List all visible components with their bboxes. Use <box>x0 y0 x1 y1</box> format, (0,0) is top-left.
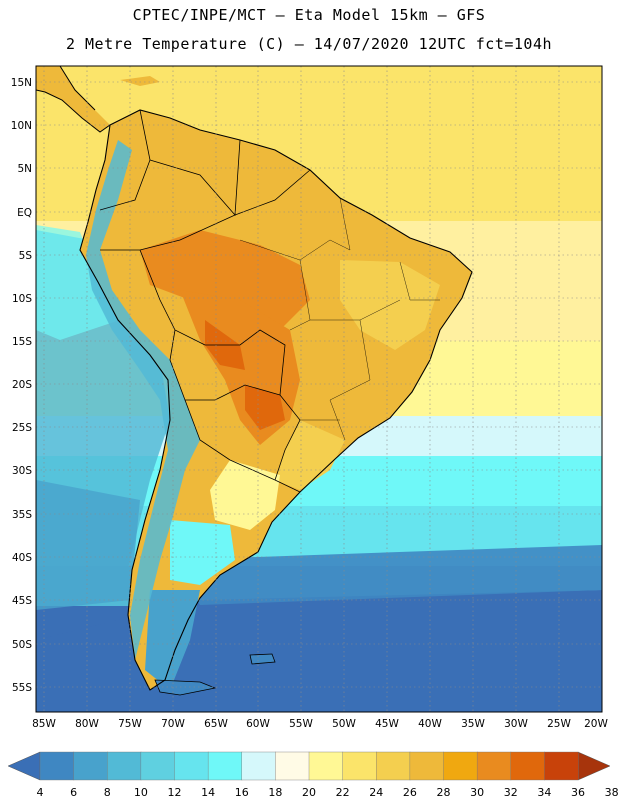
south-pacific-deep <box>36 480 140 610</box>
lon-tick-label: 50W <box>332 718 356 730</box>
lat-tick-label: 40S <box>12 552 32 564</box>
lon-tick-label: 40W <box>418 718 442 730</box>
pampas-mild-zone <box>210 460 280 530</box>
colorbar-swatch <box>544 751 579 781</box>
subantarctic-band <box>170 545 602 605</box>
amazon-hot-zone <box>140 230 310 330</box>
lon-tick-label: 55W <box>289 718 313 730</box>
lon-tick-label: 60W <box>246 718 270 730</box>
colorbar-label: 16 <box>235 786 249 799</box>
lat-tick-label: 55S <box>12 682 32 694</box>
colorbar-label: 30 <box>470 786 484 799</box>
colorbar-label: 14 <box>201 786 215 799</box>
colorbar-label: 8 <box>104 786 111 799</box>
colorbar-label: 4 <box>37 786 44 799</box>
colorbar-label: 32 <box>504 786 518 799</box>
lat-tick-label: 10N <box>11 120 32 132</box>
lon-tick-label: 65W <box>204 718 228 730</box>
lat-tick-label: 5N <box>17 163 32 175</box>
central-america-coast <box>36 66 111 133</box>
lat-tick-label: 30S <box>12 465 32 477</box>
colorbar-label: 38 <box>605 786 618 799</box>
colorbar-label: 28 <box>437 786 451 799</box>
lon-tick-label: 70W <box>161 718 185 730</box>
falkland-islands <box>249 653 276 665</box>
colorbar-label: 20 <box>302 786 316 799</box>
colorbar-swatch <box>275 751 310 781</box>
colorbar-swatch <box>409 751 445 781</box>
colorbar-swatch <box>241 751 276 781</box>
lat-tick-label: 15S <box>12 336 32 348</box>
lat-tick-label: 45S <box>12 595 32 607</box>
colorbar-label: 34 <box>537 786 551 799</box>
lon-tick-label: 35W <box>461 718 485 730</box>
colorbar-swatch <box>510 751 545 781</box>
colorbar: 4 6 8 10 12 14 16 18 20 22 24 26 28 30 32 34 36 38 <box>7 751 618 799</box>
colorbar-label: 24 <box>369 786 383 799</box>
paraguay-hot-zone <box>245 385 285 430</box>
title-line-2: 2 Metre Temperature (C) – 14/07/2020 12U… <box>65 35 553 53</box>
longitude-axis: 85W 80W 75W 70W 65W 60W 55W 50W 45W 40W … <box>32 718 608 730</box>
colorbar-swatch <box>73 751 108 781</box>
title-line-1: CPTEC/INPE/MCT – Eta Model 15km – GFS <box>132 6 486 24</box>
colorbar-swatch <box>107 751 142 781</box>
colorbar-right-arrow <box>577 751 611 781</box>
lat-tick-label: 20S <box>12 379 32 391</box>
colorbar-label: 22 <box>336 786 350 799</box>
colorbar-swatch <box>476 751 512 781</box>
lon-tick-label: 45W <box>375 718 399 730</box>
colorbar-swatch <box>39 751 75 781</box>
andes-cold-ridge <box>86 140 200 660</box>
southern-patagonia-cold <box>145 590 200 690</box>
lon-tick-label: 85W <box>32 718 56 730</box>
country-borders <box>99 109 311 493</box>
central-america-land <box>36 66 110 132</box>
lat-tick-label: 5S <box>19 250 33 262</box>
colorbar-label: 18 <box>268 786 282 799</box>
lat-tick-label: 15N <box>11 77 32 89</box>
lon-tick-label: 80W <box>75 718 99 730</box>
brazil-state-borders <box>239 197 440 441</box>
caribbean-island <box>120 76 160 86</box>
map-frame <box>35 65 603 713</box>
colorbar-swatch <box>207 751 243 781</box>
colorbar-swatch <box>174 751 209 781</box>
lon-tick-label: 30W <box>504 718 528 730</box>
lat-tick-label: 25S <box>12 422 32 434</box>
lon-tick-label: 25W <box>547 718 571 730</box>
colorbar-swatch <box>140 751 176 781</box>
colorbar-labels: 4 6 8 10 12 14 16 18 20 22 24 26 28 30 32 34 36 38 <box>37 786 618 799</box>
lat-tick-label: 50S <box>12 639 32 651</box>
lon-tick-label: 75W <box>118 718 142 730</box>
colorbar-label: 26 <box>403 786 417 799</box>
colorbar-label: 6 <box>70 786 77 799</box>
colorbar-swatch <box>376 751 411 781</box>
colorbar-swatch <box>308 751 344 781</box>
pacific-cool-tongue <box>36 225 120 340</box>
colorbar-label: 10 <box>134 786 148 799</box>
map-panel <box>36 66 602 712</box>
colorbar-label: 36 <box>571 786 585 799</box>
lon-tick-label: 20W <box>584 718 608 730</box>
colorbar-swatch <box>443 751 478 781</box>
colorbar-swatch <box>342 751 377 781</box>
patagonia-cool-zone <box>170 520 235 585</box>
southern-brazil-warm <box>275 420 345 490</box>
colorbar-swatches <box>39 751 579 781</box>
latitude-axis: 15N 10N 5N EQ 5S 10S 15S 20S 25S 30S 35S… <box>11 77 33 694</box>
lat-tick-label: EQ <box>17 207 32 219</box>
lat-tick-label: 35S <box>12 509 32 521</box>
lat-tick-label: 10S <box>12 293 32 305</box>
tierra-del-fuego <box>154 679 217 696</box>
colorbar-left-arrow <box>7 751 41 781</box>
colorbar-label: 12 <box>168 786 182 799</box>
